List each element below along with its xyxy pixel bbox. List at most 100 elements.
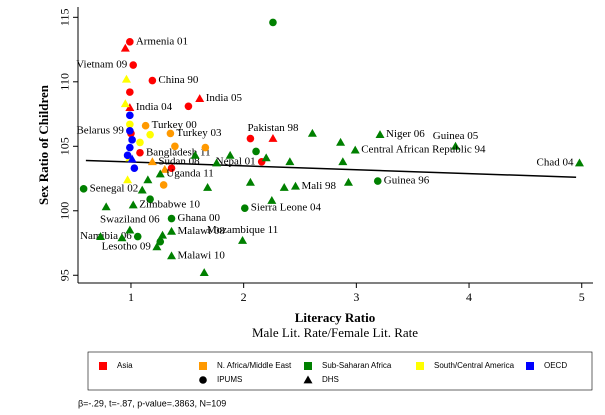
point [117, 233, 127, 242]
legend-label: Asia [117, 361, 133, 370]
point [375, 130, 385, 139]
y-tick-label: 110 [58, 73, 72, 91]
point-label: China 90 [158, 74, 199, 86]
point [137, 185, 147, 194]
point-label: Chad 04 [536, 157, 573, 169]
point [136, 148, 144, 157]
point [212, 158, 222, 167]
point-label: Guinea 05 [433, 130, 479, 142]
point [146, 130, 154, 139]
fit-line [85, 159, 577, 178]
point [126, 111, 134, 120]
footnote: β=-.29, t=-.87, p-value=.3863, N=109 [78, 398, 226, 408]
point-label: India 05 [206, 92, 243, 104]
legend-label: Sub-Saharan Africa [322, 361, 392, 370]
point [147, 157, 157, 166]
x-axis-subtitle: Male Lit. Rate/Female Lit. Rate [252, 325, 418, 340]
point [267, 195, 277, 204]
point [126, 38, 134, 46]
x-tick-label: 1 [128, 290, 134, 304]
point [155, 169, 165, 178]
point [158, 230, 168, 239]
point [290, 181, 300, 190]
legend-swatch [526, 362, 534, 370]
legend-box [87, 351, 593, 391]
point-label: Guinea 96 [384, 175, 430, 187]
point [101, 202, 111, 211]
point [167, 226, 177, 235]
point [128, 200, 138, 209]
x-tick-label: 4 [466, 290, 472, 304]
y-tick-label: 95 [58, 269, 72, 281]
point-label: Swaziland 06 [100, 214, 160, 226]
point [184, 102, 193, 111]
point [171, 142, 179, 151]
point-label: Senegal 02 [90, 182, 139, 194]
point [167, 251, 177, 260]
point [126, 143, 134, 152]
point-label: Malawi 08 [178, 225, 226, 237]
y-tick-label: 100 [58, 202, 72, 220]
point [245, 177, 255, 186]
point [130, 164, 139, 173]
point [201, 143, 210, 152]
point-label: Uganda 11 [166, 168, 214, 180]
point [373, 177, 382, 185]
point-label: Niger 06 [386, 128, 425, 140]
legend-label: DHS [322, 375, 339, 384]
point-label: Sierra Leone 04 [251, 202, 322, 214]
legend-label: N. Africa/Middle East [217, 361, 292, 370]
point [152, 242, 162, 251]
point [199, 268, 209, 277]
point [252, 147, 260, 156]
legend-marker [303, 375, 313, 384]
point [246, 134, 255, 143]
point [167, 164, 176, 173]
point-label: Lesotho 09 [102, 240, 152, 252]
point [126, 127, 134, 135]
point [133, 232, 142, 241]
point-label: Vietnam 09 [76, 59, 127, 71]
point [167, 214, 176, 223]
point [336, 137, 346, 146]
legend-swatch [99, 362, 107, 370]
point [120, 99, 130, 108]
point-label: Turkey 03 [176, 127, 222, 139]
x-tick-label: 2 [241, 290, 247, 304]
point [268, 134, 278, 142]
legend-swatch [416, 362, 424, 370]
point [159, 181, 168, 189]
point [146, 195, 154, 203]
point [190, 150, 200, 159]
x-tick-label: 5 [579, 290, 585, 304]
point [156, 237, 165, 246]
point [451, 141, 461, 150]
point [79, 185, 88, 193]
point-label: Belarus 99 [76, 124, 124, 136]
point [338, 157, 348, 166]
point [238, 235, 248, 244]
point [127, 154, 137, 163]
point-label: Mozambique 11 [207, 224, 278, 236]
point [225, 150, 235, 159]
point [148, 76, 157, 85]
legend-label: OECD [544, 361, 567, 370]
point-label: Nepal 01 [216, 155, 256, 167]
y-axis-title: Sex Ratio of Children [36, 84, 51, 205]
point [96, 232, 106, 240]
point [123, 175, 133, 184]
point [574, 158, 584, 167]
point [123, 151, 132, 160]
point [160, 165, 170, 173]
point [125, 225, 135, 234]
point-label: Turkey 00 [152, 119, 198, 131]
point [126, 88, 134, 96]
point [166, 129, 175, 138]
legend-swatch [304, 362, 312, 370]
point-label: Ghana 00 [178, 212, 221, 224]
x-tick-label: 3 [353, 290, 359, 304]
point [125, 103, 135, 111]
y-tick-label: 105 [58, 137, 72, 155]
point [203, 183, 213, 191]
